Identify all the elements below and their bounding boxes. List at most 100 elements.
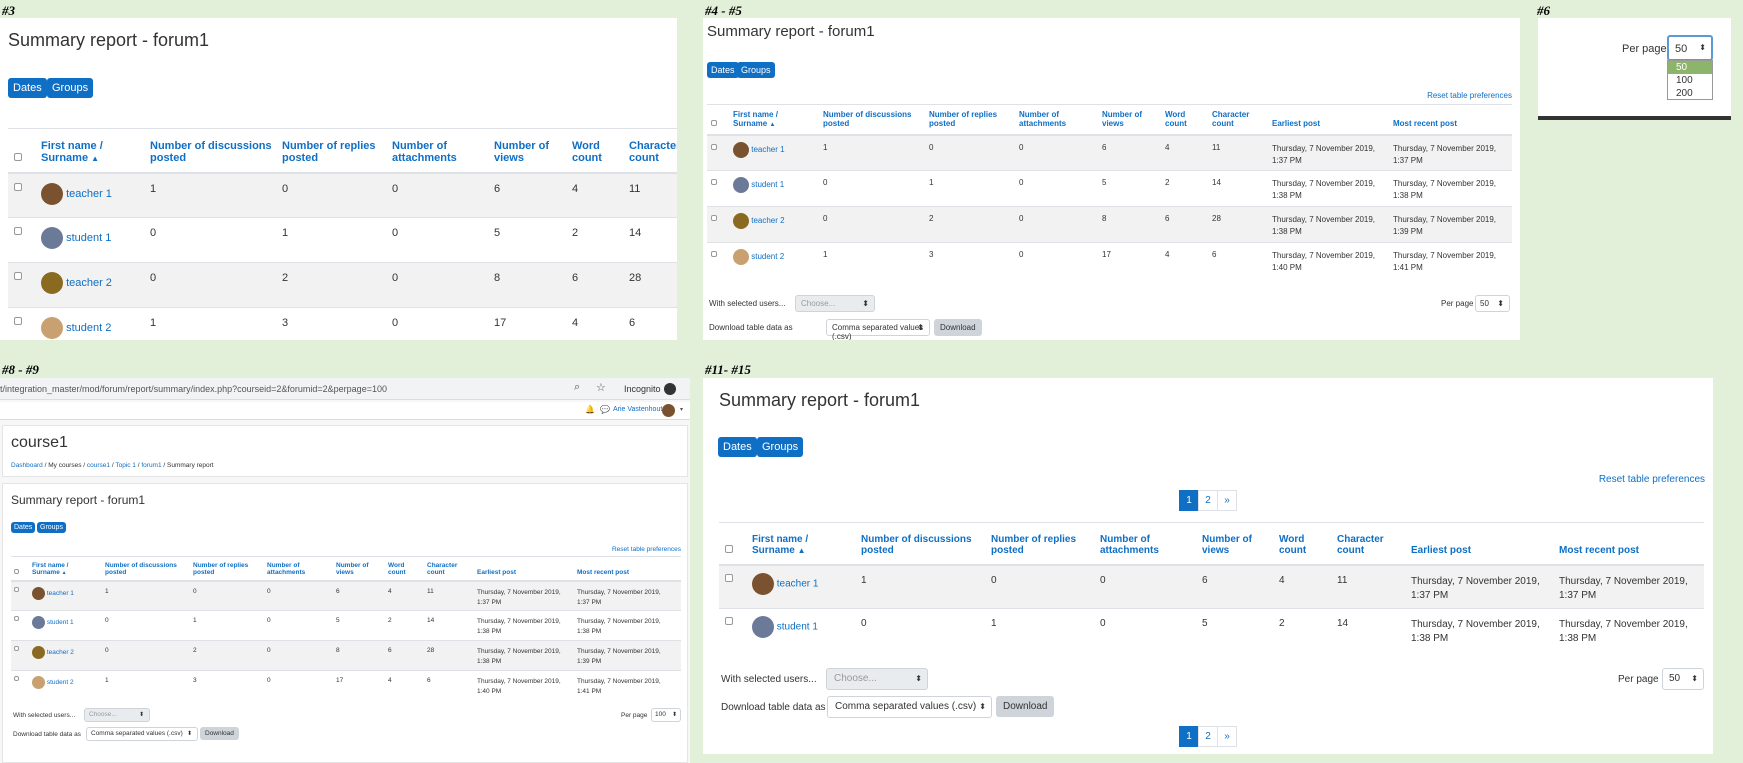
dates-button[interactable]: Dates	[8, 78, 47, 98]
user-menu[interactable]: Arie Vastenhout	[613, 406, 663, 413]
col-replies[interactable]: Number of replies posted	[985, 522, 1094, 566]
per-page-option-50[interactable]: 50	[1668, 61, 1712, 74]
dates-button[interactable]: Dates	[11, 522, 36, 533]
groups-button[interactable]: Groups	[737, 62, 775, 78]
col-attachments[interactable]: Number of attachments	[264, 556, 333, 582]
bulk-action-select[interactable]: Choose... ⬍	[795, 295, 875, 312]
col-views[interactable]: Number of views	[333, 556, 385, 582]
col-replies[interactable]: Number of replies posted	[276, 128, 386, 174]
reset-table-preferences-link[interactable]: Reset table preferences	[1598, 474, 1705, 485]
col-word[interactable]: Word count	[566, 128, 623, 174]
row-checkbox[interactable]	[14, 586, 19, 592]
col-views[interactable]: Number of views	[488, 128, 566, 174]
breadcrumb-my-courses[interactable]: My courses	[48, 462, 82, 469]
download-format-select[interactable]: Comma separated values (.csv) ⬍	[826, 319, 930, 340]
col-discussions[interactable]: Number of discussions posted	[855, 522, 985, 566]
col-earliest[interactable]: Earliest post	[474, 556, 574, 582]
next-page-link[interactable]: »	[1217, 490, 1237, 511]
user-link[interactable]: teacher 1	[751, 144, 785, 154]
row-checkbox[interactable]	[14, 616, 19, 621]
col-char[interactable]: Character count	[623, 128, 677, 174]
bell-icon[interactable]: 🔔	[585, 405, 595, 414]
groups-button[interactable]: Groups	[37, 522, 66, 533]
per-page-select[interactable]: 50 ⬍	[1475, 295, 1510, 312]
reset-table-preferences-link[interactable]: Reset table preferences	[1427, 91, 1512, 100]
avatar[interactable]	[662, 404, 675, 417]
user-link[interactable]: teacher 2	[66, 276, 112, 289]
bulk-action-select[interactable]: Choose... ⬍	[84, 708, 150, 722]
user-link[interactable]: teacher 1	[776, 578, 819, 590]
col-char[interactable]: Character count	[1208, 104, 1268, 136]
groups-button[interactable]: Groups	[757, 437, 804, 457]
page-2-link[interactable]: 2	[1198, 490, 1218, 511]
breadcrumb-dashboard[interactable]: Dashboard	[11, 462, 43, 469]
url-text[interactable]: t/integration_master/mod/forum/report/su…	[0, 384, 387, 394]
col-word[interactable]: Word count	[385, 556, 424, 582]
per-page-select[interactable]: 50 ⬍	[1667, 35, 1713, 61]
download-format-select[interactable]: Comma separated values (.csv) ⬍	[827, 696, 992, 718]
groups-button[interactable]: Groups	[47, 78, 94, 98]
user-link[interactable]: teacher 1	[46, 589, 74, 597]
page-1-link[interactable]: 1	[1179, 726, 1199, 747]
col-views[interactable]: Number of views	[1196, 522, 1273, 566]
col-word[interactable]: Word count	[1161, 104, 1208, 136]
download-button[interactable]: Download	[934, 319, 982, 336]
col-replies[interactable]: Number of replies posted	[925, 104, 1015, 136]
select-all-checkbox[interactable]	[14, 152, 22, 161]
col-replies[interactable]: Number of replies posted	[190, 556, 264, 582]
user-link[interactable]: student 1	[751, 180, 785, 190]
bulk-action-select[interactable]: Choose... ⬍	[826, 668, 928, 690]
breadcrumb-topic1[interactable]: Topic 1	[115, 462, 136, 469]
row-checkbox[interactable]	[14, 317, 22, 325]
breadcrumb-forum1[interactable]: forum1	[141, 462, 162, 469]
col-attachments[interactable]: Number of attachments	[1015, 104, 1098, 136]
page-1-link[interactable]: 1	[1179, 490, 1199, 511]
col-recent[interactable]: Most recent post	[1389, 104, 1512, 136]
row-checkbox[interactable]	[14, 646, 19, 651]
select-all-checkbox[interactable]	[711, 119, 717, 126]
per-page-select[interactable]: 50 ⬍	[1662, 668, 1704, 690]
col-name[interactable]: First name / Surname ▲	[29, 556, 102, 582]
col-name[interactable]: First name / Surname ▲	[35, 128, 144, 174]
user-link[interactable]: teacher 1	[66, 187, 112, 200]
user-link[interactable]: teacher 2	[46, 649, 74, 657]
reset-table-preferences-link[interactable]: Reset table preferences	[611, 546, 681, 553]
star-icon[interactable]: ☆	[596, 382, 606, 394]
row-checkbox[interactable]	[14, 676, 19, 681]
row-checkbox[interactable]	[14, 272, 22, 280]
caret-down-icon[interactable]: ▾	[680, 407, 684, 413]
row-checkbox[interactable]	[711, 215, 717, 221]
col-discussions[interactable]: Number of discussions posted	[819, 104, 925, 136]
user-link[interactable]: student 1	[66, 231, 112, 244]
page-2-link[interactable]: 2	[1198, 726, 1218, 747]
per-page-option-100[interactable]: 100	[1676, 75, 1693, 86]
col-char[interactable]: Character count	[424, 556, 474, 582]
per-page-option-200[interactable]: 200	[1676, 88, 1693, 99]
user-link[interactable]: student 2	[46, 679, 74, 687]
user-link[interactable]: student 2	[751, 252, 785, 262]
col-word[interactable]: Word count	[1273, 522, 1331, 566]
user-link[interactable]: student 2	[66, 321, 112, 334]
user-link[interactable]: teacher 2	[751, 216, 785, 226]
row-checkbox[interactable]	[725, 573, 733, 582]
per-page-select[interactable]: 100 ⬍	[651, 708, 681, 722]
col-recent[interactable]: Most recent post	[1553, 522, 1704, 566]
row-checkbox[interactable]	[14, 182, 22, 191]
chat-icon[interactable]: 💬	[600, 405, 610, 414]
col-discussions[interactable]: Number of discussions posted	[102, 556, 190, 582]
next-page-link[interactable]: »	[1217, 726, 1237, 747]
col-discussions[interactable]: Number of discussions posted	[144, 128, 276, 174]
row-checkbox[interactable]	[14, 227, 22, 235]
col-earliest[interactable]: Earliest post	[1268, 104, 1389, 136]
user-link[interactable]: student 1	[46, 619, 74, 627]
row-checkbox[interactable]	[711, 179, 717, 185]
download-button[interactable]: Download	[996, 696, 1055, 717]
breadcrumb-course1[interactable]: course1	[86, 462, 111, 469]
col-attachments[interactable]: Number of attachments	[1094, 522, 1196, 566]
col-name[interactable]: First name / Surname ▲	[729, 104, 819, 136]
row-checkbox[interactable]	[725, 617, 733, 625]
row-checkbox[interactable]	[711, 251, 717, 257]
col-attachments[interactable]: Number of attachments	[386, 128, 488, 174]
col-name[interactable]: First name / Surname ▲	[746, 522, 855, 566]
col-views[interactable]: Number of views	[1098, 104, 1161, 136]
